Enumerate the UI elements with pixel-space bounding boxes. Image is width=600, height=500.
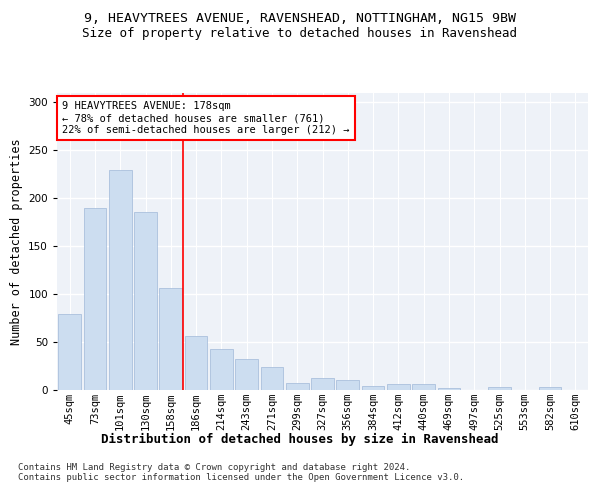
Text: 9 HEAVYTREES AVENUE: 178sqm
← 78% of detached houses are smaller (761)
22% of se: 9 HEAVYTREES AVENUE: 178sqm ← 78% of det…	[62, 102, 350, 134]
Text: Contains HM Land Registry data © Crown copyright and database right 2024.
Contai: Contains HM Land Registry data © Crown c…	[18, 462, 464, 482]
Bar	[109, 170, 131, 390]
Bar	[412, 384, 435, 390]
Bar	[488, 387, 511, 390]
Text: 9, HEAVYTREES AVENUE, RAVENSHEAD, NOTTINGHAM, NG15 9BW: 9, HEAVYTREES AVENUE, RAVENSHEAD, NOTTIN…	[84, 12, 516, 26]
Y-axis label: Number of detached properties: Number of detached properties	[10, 138, 23, 344]
Bar	[539, 387, 562, 390]
Bar	[337, 380, 359, 390]
Bar	[134, 212, 157, 390]
Bar	[58, 314, 81, 390]
Bar	[260, 367, 283, 390]
Bar	[235, 360, 258, 390]
Bar	[210, 348, 233, 390]
Bar	[286, 384, 308, 390]
Bar	[185, 336, 208, 390]
Bar	[387, 384, 410, 390]
Bar	[437, 388, 460, 390]
Text: Distribution of detached houses by size in Ravenshead: Distribution of detached houses by size …	[101, 432, 499, 446]
Bar	[362, 386, 385, 390]
Bar	[83, 208, 106, 390]
Text: Size of property relative to detached houses in Ravenshead: Size of property relative to detached ho…	[83, 28, 517, 40]
Bar	[160, 288, 182, 390]
Bar	[311, 378, 334, 390]
